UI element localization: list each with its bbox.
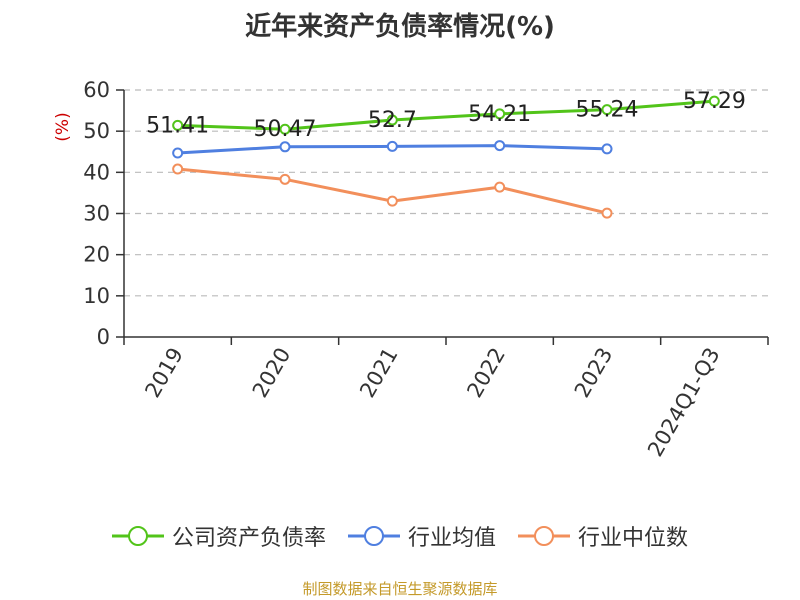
x-tick-label: 2023 xyxy=(570,344,618,402)
y-tick-label: 40 xyxy=(83,160,110,184)
legend-swatch-icon xyxy=(347,526,400,546)
y-tick-label: 60 xyxy=(83,78,110,102)
legend-item[interactable]: 行业均值 xyxy=(347,520,496,552)
data-label: 55.24 xyxy=(576,98,639,123)
data-point xyxy=(172,119,184,131)
x-tick-label: 2021 xyxy=(355,344,403,402)
x-tick-label: 2024Q1-Q3 xyxy=(643,344,725,461)
data-point xyxy=(172,147,184,159)
legend-item[interactable]: 行业中位数 xyxy=(518,520,688,552)
legend-label: 公司资产负债率 xyxy=(171,526,326,551)
data-point xyxy=(708,95,720,107)
data-label: 50.47 xyxy=(254,117,317,142)
x-tick-label: 2022 xyxy=(462,343,510,401)
y-tick-label: 30 xyxy=(83,202,110,226)
chart-title: 近年来资产负债率情况(%) xyxy=(245,12,555,42)
legend-label: 行业均值 xyxy=(407,526,496,551)
y-axis-label: (%) xyxy=(53,112,73,141)
data-point xyxy=(172,163,184,175)
legend: 公司资产负债率 行业均值 行业中位数 xyxy=(0,520,800,552)
y-tick-label: 20 xyxy=(83,243,110,267)
data-point xyxy=(494,140,506,152)
data-point xyxy=(279,123,291,135)
data-point xyxy=(386,140,398,152)
series-line xyxy=(177,99,715,131)
data-point xyxy=(386,114,398,126)
legend-swatch-icon xyxy=(111,526,164,546)
legend-swatch-icon xyxy=(518,526,570,546)
data-label: 51.41 xyxy=(146,113,209,138)
data-point xyxy=(279,141,291,153)
source-note: 制图数据来自恒生聚源数据库 xyxy=(302,580,498,598)
y-tick-label: 0 xyxy=(97,325,110,349)
data-label: 52.7 xyxy=(368,108,417,133)
data-labels: 51.41 50.47 52.7 54.21 55.24 57.29 xyxy=(146,89,746,142)
y-tick-label: 50 xyxy=(83,119,110,143)
x-tick-label: 2019 xyxy=(140,344,188,402)
data-point xyxy=(601,143,613,155)
legend-item[interactable]: 公司资产负债率 xyxy=(111,520,326,552)
y-tick-label: 10 xyxy=(83,284,110,308)
data-point xyxy=(279,173,291,185)
x-tick-label: 2020 xyxy=(248,344,296,402)
data-point xyxy=(494,108,506,120)
grid-lines xyxy=(124,89,768,297)
data-point xyxy=(386,195,398,207)
data-point xyxy=(601,207,613,219)
series xyxy=(172,95,720,219)
data-point xyxy=(494,181,506,193)
data-label: 54.21 xyxy=(468,102,531,127)
legend-label: 行业中位数 xyxy=(578,526,689,551)
data-point xyxy=(601,104,613,116)
data-label: 57.29 xyxy=(683,89,746,114)
